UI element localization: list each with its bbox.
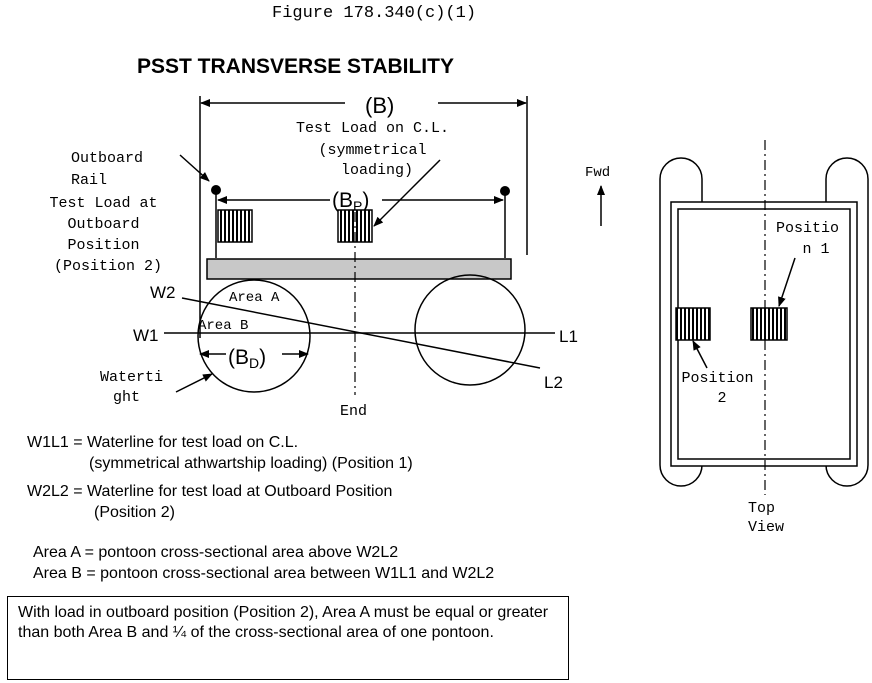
area-b-label: Area B: [198, 318, 248, 334]
deck: [206, 258, 512, 280]
bp-dimension-label: (BP): [332, 189, 369, 214]
legend-area-a: Area A = pontoon cross-sectional area ab…: [33, 544, 398, 561]
outboard-rail-pointer: [179, 154, 210, 182]
watertight-pointer: [175, 373, 213, 393]
legend-w1l1: W1L1 = Waterline for test load on C.L. (…: [27, 434, 413, 472]
waterline-w2l2: [181, 297, 541, 369]
w1-label: W1: [133, 326, 159, 345]
top-view-load-position-1: [750, 307, 788, 341]
requirement-note: With load in outboard position (Position…: [7, 596, 569, 680]
l2-label: L2: [544, 373, 563, 392]
test-load-cl-label: Test Load on C.L. (symmetrical loading): [296, 120, 458, 179]
test-load-outboard-block: [217, 209, 253, 243]
pontoon-right: [414, 274, 526, 386]
position-2-pointer: [692, 340, 708, 369]
figure-label: Figure 178.340(c)(1): [272, 4, 476, 23]
test-load-outboard-label: Test Load at Outboard Position (Position…: [49, 195, 166, 275]
top-view-label: Top View: [748, 500, 784, 536]
legend-w2l2: W2L2 = Waterline for test load at Outboa…: [27, 483, 397, 521]
w2-label: W2: [150, 283, 176, 302]
diagram-title: PSST TRANSVERSE STABILITY: [137, 55, 454, 78]
pontoon-left: [197, 279, 311, 393]
end-label: End: [340, 403, 367, 420]
b-dimension-label: (B): [365, 93, 394, 118]
requirement-note-text: With load in outboard position (Position…: [18, 604, 549, 641]
position-1-label: Positio n 1: [776, 220, 848, 258]
position-1-pointer: [778, 257, 796, 307]
test-load-cl-pointer: [373, 159, 441, 227]
l1-label: L1: [559, 327, 578, 346]
legend-area-b: Area B = pontoon cross-sectional area be…: [33, 565, 494, 582]
fwd-label: Fwd: [585, 165, 610, 181]
outboard-rail-label: Outboard Rail: [71, 150, 152, 189]
top-view-load-position-2: [675, 307, 711, 341]
watertight-label: Waterti ght: [100, 369, 172, 406]
bd-dimension-label: (BD): [228, 346, 266, 371]
area-a-label: Area A: [229, 290, 280, 306]
position-2-label: Position 2: [681, 370, 762, 407]
